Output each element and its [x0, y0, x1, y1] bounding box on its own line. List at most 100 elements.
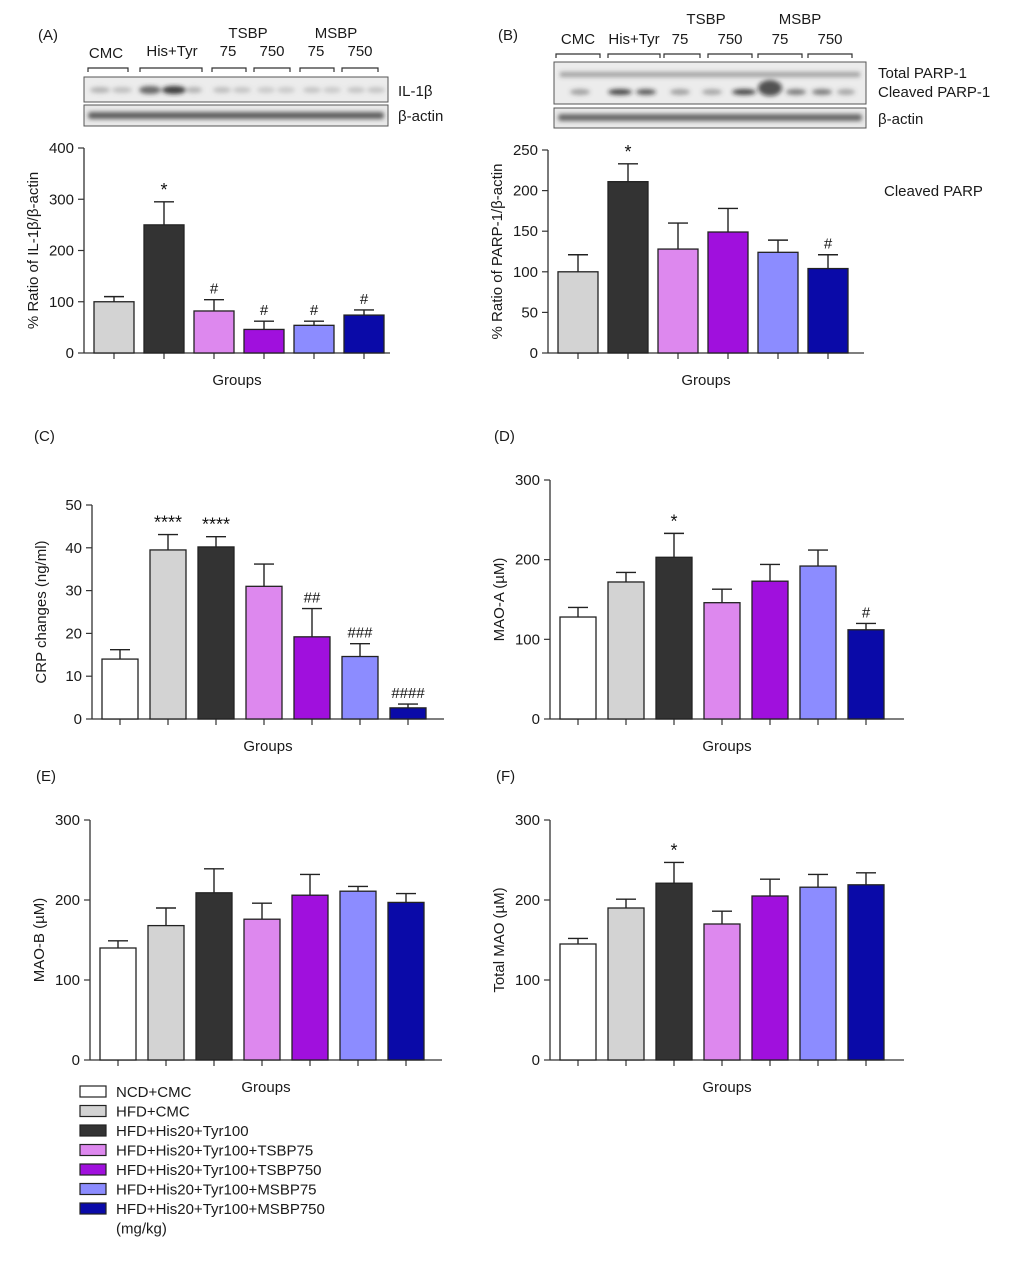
chart-mao-b: (E) 0 100 200 300 MAO-B (µM) Groups — [31, 768, 442, 1096]
blot-a-group-tsbp: TSBP — [228, 25, 267, 42]
bar-ncd-cmc — [559, 943, 597, 1061]
bar-hfd-his20-tyr100-tsbp750 — [751, 580, 789, 720]
panel-label-a: (A) — [38, 27, 58, 44]
blot-panel-b: (B) CMC His+Tyr TSBP MSBP 75 750 75 750 — [498, 11, 990, 129]
y-tick-label: 300 — [55, 812, 80, 829]
bar-hfd-his20-tyr100-tsbp750 — [243, 328, 285, 354]
y-tick-label: 100 — [515, 631, 540, 648]
significance-label: # — [862, 604, 871, 621]
y-tick-label: 400 — [49, 140, 74, 157]
bar-ncd-cmc — [99, 947, 137, 1061]
blot-b-band-label-total: Total PARP-1 — [878, 65, 967, 82]
panel-label-d: (D) — [494, 428, 515, 445]
x-axis-label: Groups — [681, 372, 730, 389]
bar-hfd-his20-tyr100-msbp750 — [387, 901, 425, 1061]
legend-swatch — [79, 1202, 107, 1215]
significance-label: # — [260, 302, 269, 319]
blot-b-lane-msbp750: 750 — [817, 31, 842, 48]
blot-a-lane-tsbp750: 750 — [259, 43, 284, 60]
y-tick-label: 30 — [65, 583, 82, 600]
y-tick-label: 200 — [515, 552, 540, 569]
blot-b-band-label-actin: β-actin — [878, 111, 923, 128]
y-tick-label: 200 — [49, 243, 74, 260]
x-axis-label: Groups — [241, 1079, 290, 1096]
bar-hfd-his20-tyr100 — [197, 546, 235, 720]
y-tick-label: 100 — [513, 264, 538, 281]
bar-hfd-his20-tyr100-tsbp75 — [243, 918, 281, 1061]
y-tick-label: 150 — [513, 223, 538, 240]
blot-b-actin-bands — [558, 114, 862, 121]
bar-hfd-his20-tyr100-tsbp750 — [707, 231, 749, 354]
legend-swatch — [79, 1085, 107, 1098]
bar-hfd-his20-tyr100 — [143, 224, 185, 354]
blot-a-il1b-bands — [90, 86, 385, 94]
bar-hfd-his20-tyr100-msbp75 — [757, 251, 799, 354]
bar-hfd-his20-tyr100-tsbp750 — [293, 636, 331, 720]
legend-swatch — [79, 1104, 107, 1118]
bar-hfd-cmc — [607, 907, 645, 1061]
bar-ncd-cmc — [559, 616, 597, 720]
bar-hfd-his20-tyr100 — [655, 882, 693, 1061]
y-tick-label: 20 — [65, 625, 82, 642]
bar-hfd-his20-tyr100-tsbp75 — [703, 923, 741, 1061]
legend-item-label: HFD+His20+Tyr100+MSBP750 — [116, 1201, 325, 1218]
bar-hfd-his20-tyr100-tsbp75 — [193, 310, 235, 354]
bar-hfd-cmc — [149, 549, 187, 720]
legend: NCD+CMC HFD+CMC HFD+His20+Tyr100 HFD+His20+… — [79, 1084, 325, 1238]
bar-hfd-his20-tyr100-msbp75 — [339, 890, 377, 1061]
blot-a-band-label-il1b: IL-1β — [398, 83, 433, 100]
blot-a-lane-tsbp75: 75 — [220, 43, 237, 60]
bar-hfd-his20-tyr100-tsbp75 — [657, 248, 699, 354]
bar-hfd-his20-tyr100-tsbp750 — [751, 895, 789, 1061]
blot-b-group-tsbp: TSBP — [686, 11, 725, 28]
legend-item-label: HFD+His20+Tyr100+TSBP750 — [116, 1162, 322, 1179]
bar-hfd-cmc — [93, 301, 135, 354]
bar-hfd-his20-tyr100-tsbp75 — [703, 602, 741, 720]
chart-note: Cleaved PARP — [884, 183, 983, 200]
blot-a-lane-histyr: His+Tyr — [146, 43, 197, 60]
y-tick-label: 50 — [521, 304, 538, 321]
blot-b-lane-histyr: His+Tyr — [608, 31, 659, 48]
panel-label-f: (F) — [496, 768, 515, 785]
y-axis-label: % Ratio of PARP-1/β-actin — [489, 164, 506, 340]
panel-label-c: (C) — [34, 428, 55, 445]
blot-b-parp-bands — [560, 72, 860, 96]
bar-hfd-cmc — [557, 271, 599, 354]
significance-label: # — [360, 291, 369, 308]
y-tick-label: 0 — [72, 1052, 80, 1069]
x-axis-label: Groups — [243, 738, 292, 755]
legend-swatch — [79, 1163, 107, 1176]
bar-hfd-cmc — [147, 924, 185, 1061]
blot-a-group-msbp: MSBP — [315, 25, 358, 42]
y-tick-label: 0 — [532, 1052, 540, 1069]
y-axis-label: Total MAO (µM) — [491, 887, 508, 992]
blot-b-band-label-cleaved: Cleaved PARP-1 — [878, 84, 990, 101]
y-tick-label: 100 — [515, 972, 540, 989]
bar-hfd-his20-tyr100-msbp75 — [799, 886, 837, 1061]
legend-item-label: HFD+His20+Tyr100+MSBP75 — [116, 1182, 317, 1199]
panel-label-b: (B) — [498, 27, 518, 44]
bar-hfd-his20-tyr100-msbp75 — [341, 655, 379, 720]
blot-b-parp-strip — [553, 61, 867, 105]
y-tick-label: 0 — [532, 711, 540, 728]
y-tick-label: 0 — [74, 711, 82, 728]
bar-hfd-his20-tyr100 — [655, 556, 693, 720]
bar-hfd-his20-tyr100-msbp75 — [293, 324, 335, 354]
y-axis-label: % Ratio of IL-1β/β-actin — [25, 172, 42, 329]
panel-label-e: (E) — [36, 768, 56, 785]
x-axis-label: Groups — [212, 372, 261, 389]
chart-total-mao: (F) 0 100 200 300 Total MAO (µM) Groups * — [491, 768, 904, 1096]
chart-mao-a: (D) 0 100 200 300 MAO-A (µM) Groups * # — [491, 428, 904, 755]
bar-hfd-his20-tyr100-msbp750 — [389, 707, 427, 720]
significance-label: #### — [391, 685, 425, 702]
bar-hfd-his20-tyr100-msbp75 — [799, 565, 837, 720]
legend-item-label: HFD+His20+Tyr100+TSBP75 — [116, 1143, 313, 1160]
bar-ncd-cmc — [101, 658, 139, 720]
significance-label: * — [624, 142, 631, 162]
y-tick-label: 10 — [65, 668, 82, 685]
blot-a-lane-cmc: CMC — [89, 45, 123, 62]
y-tick-label: 0 — [66, 345, 74, 362]
legend-swatch — [79, 1143, 107, 1157]
bar-hfd-his20-tyr100 — [195, 892, 233, 1061]
